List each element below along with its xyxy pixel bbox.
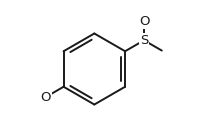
Text: O: O: [139, 15, 149, 28]
Text: S: S: [140, 34, 148, 47]
Text: O: O: [41, 91, 51, 104]
